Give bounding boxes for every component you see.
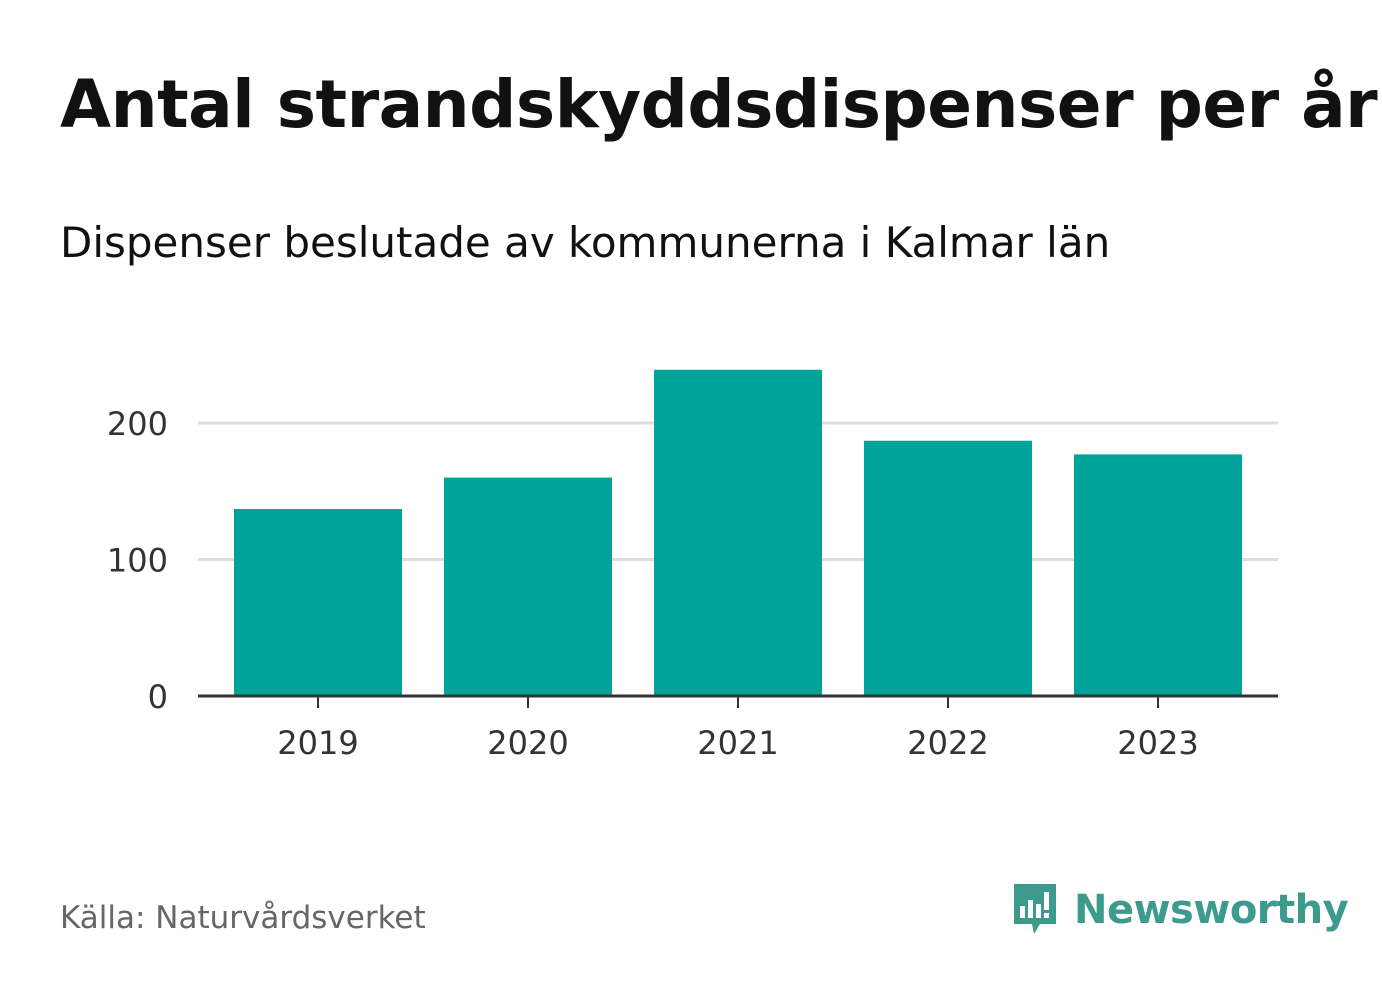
- brand-logo-group: Newsworthy: [1010, 878, 1349, 942]
- y-tick-label: 200: [107, 405, 168, 443]
- bars: [234, 369, 1242, 696]
- x-tick-label: 2020: [487, 724, 568, 762]
- bar-2022: [864, 440, 1032, 696]
- axes: 0 100 200 2019 2020 2021 2022 2023: [107, 405, 1278, 762]
- chart-subtitle: Dispenser beslutade av kommunerna i Kalm…: [60, 218, 1111, 267]
- brand-name: Newsworthy: [1074, 887, 1349, 933]
- y-tick-label: 0: [148, 678, 168, 716]
- bar-2023: [1074, 454, 1242, 696]
- x-tick-label: 2022: [907, 724, 988, 762]
- x-tick-label: 2019: [277, 724, 358, 762]
- bar-2021: [654, 369, 822, 696]
- x-tick-label: 2023: [1117, 724, 1198, 762]
- y-tick-label: 100: [107, 542, 168, 580]
- bar-2019: [234, 508, 402, 696]
- x-tick-label: 2021: [697, 724, 778, 762]
- bar-2020: [444, 477, 612, 696]
- source-note: Källa: Naturvårdsverket: [60, 900, 426, 936]
- chart-title: Antal strandskyddsdispenser per år: [60, 66, 1378, 143]
- bar-chart-speech-bubble-icon: [1014, 884, 1056, 934]
